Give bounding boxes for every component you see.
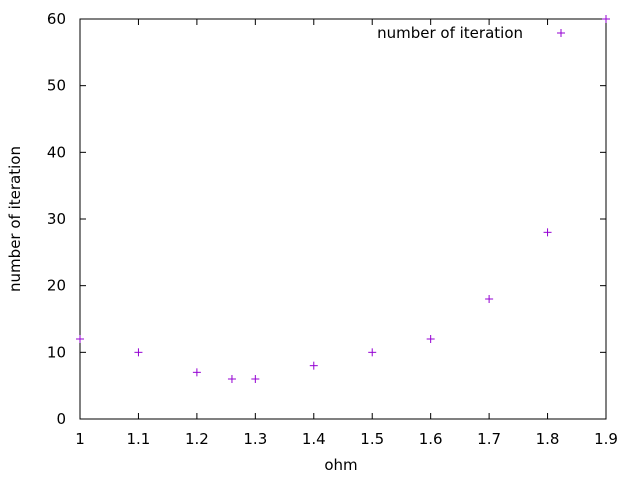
data-points	[76, 15, 610, 383]
x-tick-label: 1.3	[243, 430, 267, 448]
data-point	[134, 348, 143, 357]
data-point	[76, 335, 84, 343]
y-axis-label: number of iteration	[6, 146, 24, 292]
legend-marker	[557, 29, 565, 37]
x-axis-label: ohm	[324, 456, 357, 474]
data-point	[227, 375, 236, 383]
y-tick-label: 10	[47, 343, 66, 361]
legend-marker-plus	[557, 29, 565, 37]
x-tick-label: 1.5	[360, 430, 384, 448]
legend-label: number of iteration	[377, 24, 523, 42]
plot-frame	[79, 18, 607, 420]
x-tick-label: 1	[75, 430, 85, 448]
x-tick-label: 1.8	[536, 430, 560, 448]
y-tick-label: 20	[47, 277, 66, 295]
y-tick-label: 60	[47, 10, 66, 28]
data-point	[426, 335, 435, 343]
x-tick-label: 1.4	[302, 430, 326, 448]
y-axis: 0 10 20 30 40 50 60	[47, 10, 606, 428]
data-point	[309, 361, 318, 370]
data-point	[251, 375, 260, 383]
data-point	[485, 295, 494, 303]
x-tick-label: 1.1	[127, 430, 151, 448]
x-tick-label: 1.2	[185, 430, 209, 448]
data-point	[192, 368, 201, 377]
x-tick-label: 1.7	[477, 430, 501, 448]
x-axis: 1 1.1 1.2 1.3 1.4 1.5 1.6 1.7 1.8 1.9	[75, 19, 618, 448]
y-tick-label: 30	[47, 210, 66, 228]
data-point	[543, 228, 552, 237]
y-tick-label: 40	[47, 143, 66, 161]
x-tick-label: 1.9	[594, 430, 618, 448]
legend: number of iteration	[377, 24, 565, 42]
x-tick-label: 1.6	[419, 430, 443, 448]
data-point	[368, 348, 377, 357]
y-tick-label: 0	[56, 410, 66, 428]
y-tick-label: 50	[47, 77, 66, 95]
data-point	[602, 15, 610, 23]
